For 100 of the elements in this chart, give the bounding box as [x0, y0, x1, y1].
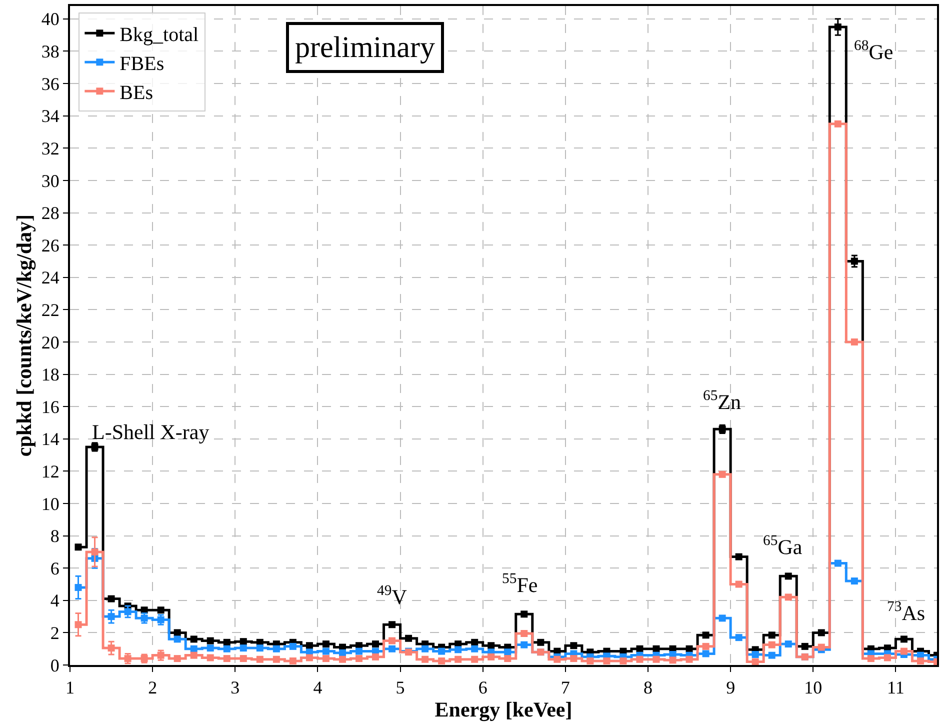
- point: [850, 578, 858, 585]
- point: [256, 656, 264, 663]
- y-tick-label: 22: [41, 300, 60, 320]
- point: [652, 656, 660, 663]
- point: [240, 644, 247, 652]
- point: [306, 642, 313, 650]
- point: [834, 24, 842, 30]
- point: [108, 613, 115, 620]
- legend-label: BEs: [120, 82, 154, 104]
- point: [322, 648, 330, 655]
- point: [388, 637, 396, 644]
- annotation: preliminary: [295, 31, 435, 64]
- point: [884, 654, 891, 662]
- point: [520, 610, 528, 618]
- point: [289, 642, 296, 650]
- point: [322, 655, 330, 662]
- point: [752, 651, 759, 658]
- point: [108, 644, 115, 652]
- point: [454, 656, 462, 663]
- x-tick-label: 10: [804, 678, 822, 698]
- annotation: $^{68}$Ge: [854, 38, 894, 64]
- point: [520, 630, 528, 637]
- point: [306, 654, 313, 662]
- point: [636, 656, 644, 663]
- x-tick-label: 11: [887, 678, 904, 698]
- point: [850, 258, 858, 265]
- x-tick-label: 7: [560, 678, 570, 698]
- point: [206, 637, 214, 644]
- point: [322, 640, 330, 648]
- point: [422, 645, 429, 652]
- point: [174, 655, 181, 662]
- legend-label: FBEs: [120, 52, 164, 75]
- point: [834, 120, 842, 128]
- point: [504, 655, 512, 662]
- annotation: $^{49}$V: [377, 583, 407, 609]
- point: [554, 656, 561, 663]
- point: [537, 638, 544, 646]
- point: [784, 640, 792, 648]
- point: [784, 594, 792, 601]
- point: [388, 621, 396, 628]
- y-tick-label: 0: [50, 655, 60, 676]
- y-tick-label: 26: [41, 235, 60, 256]
- x-tick-label: 1: [66, 678, 74, 698]
- x-axis-title: Energy [keVee]: [434, 698, 572, 722]
- y-tick-label: 6: [50, 558, 60, 578]
- point: [784, 572, 792, 580]
- x-tick-label: 6: [478, 678, 488, 698]
- point: [356, 655, 362, 662]
- point: [174, 636, 181, 643]
- annotation: L-Shell X-ray: [92, 420, 210, 444]
- point: [74, 584, 82, 591]
- point: [372, 653, 380, 660]
- annotation: $^{73}$As: [887, 599, 926, 625]
- point: [338, 656, 346, 663]
- y-tick-label: 38: [41, 42, 60, 62]
- x-tick-label: 8: [644, 678, 652, 698]
- point: [669, 656, 676, 664]
- annotation: $^{65}$Zn: [703, 388, 742, 414]
- point: [174, 629, 181, 636]
- y-tick-label: 12: [41, 461, 60, 482]
- y-tick-label: 34: [41, 106, 60, 126]
- point: [438, 648, 446, 655]
- y-tick-label: 14: [41, 429, 60, 450]
- point: [752, 658, 759, 665]
- point: [74, 621, 82, 628]
- point: [520, 641, 528, 648]
- point: [206, 654, 214, 662]
- point: [768, 652, 776, 659]
- y-tick-label: 28: [41, 203, 60, 224]
- point: [570, 655, 578, 662]
- point: [850, 338, 858, 346]
- point: [206, 644, 214, 652]
- point: [438, 657, 446, 664]
- point: [388, 645, 396, 652]
- y-tick-label: 2: [50, 623, 60, 643]
- point: [471, 645, 478, 652]
- point: [91, 548, 98, 556]
- point: [289, 657, 296, 664]
- y-tick-label: 30: [41, 170, 60, 191]
- point: [818, 644, 825, 651]
- point: [686, 645, 693, 652]
- x-tick-label: 5: [396, 678, 405, 698]
- y-tick-label: 10: [41, 494, 60, 514]
- point: [834, 560, 842, 567]
- x-tick-label: 2: [148, 678, 158, 698]
- x-tick-label: 3: [230, 678, 240, 698]
- point: [223, 638, 230, 646]
- point: [124, 608, 132, 616]
- y-axis-title: cpkkd [counts/keV/kg/day]: [12, 214, 36, 457]
- point: [223, 645, 230, 652]
- y-tick-label: 20: [41, 332, 60, 352]
- point: [488, 642, 495, 650]
- point: [735, 580, 742, 588]
- point: [702, 650, 710, 658]
- y-tick-label: 32: [41, 138, 60, 158]
- y-tick-label: 36: [41, 74, 60, 94]
- point: [488, 653, 495, 660]
- point: [735, 553, 742, 560]
- legend-label: Bkg_total: [120, 24, 199, 46]
- y-tick-label: 8: [50, 526, 60, 546]
